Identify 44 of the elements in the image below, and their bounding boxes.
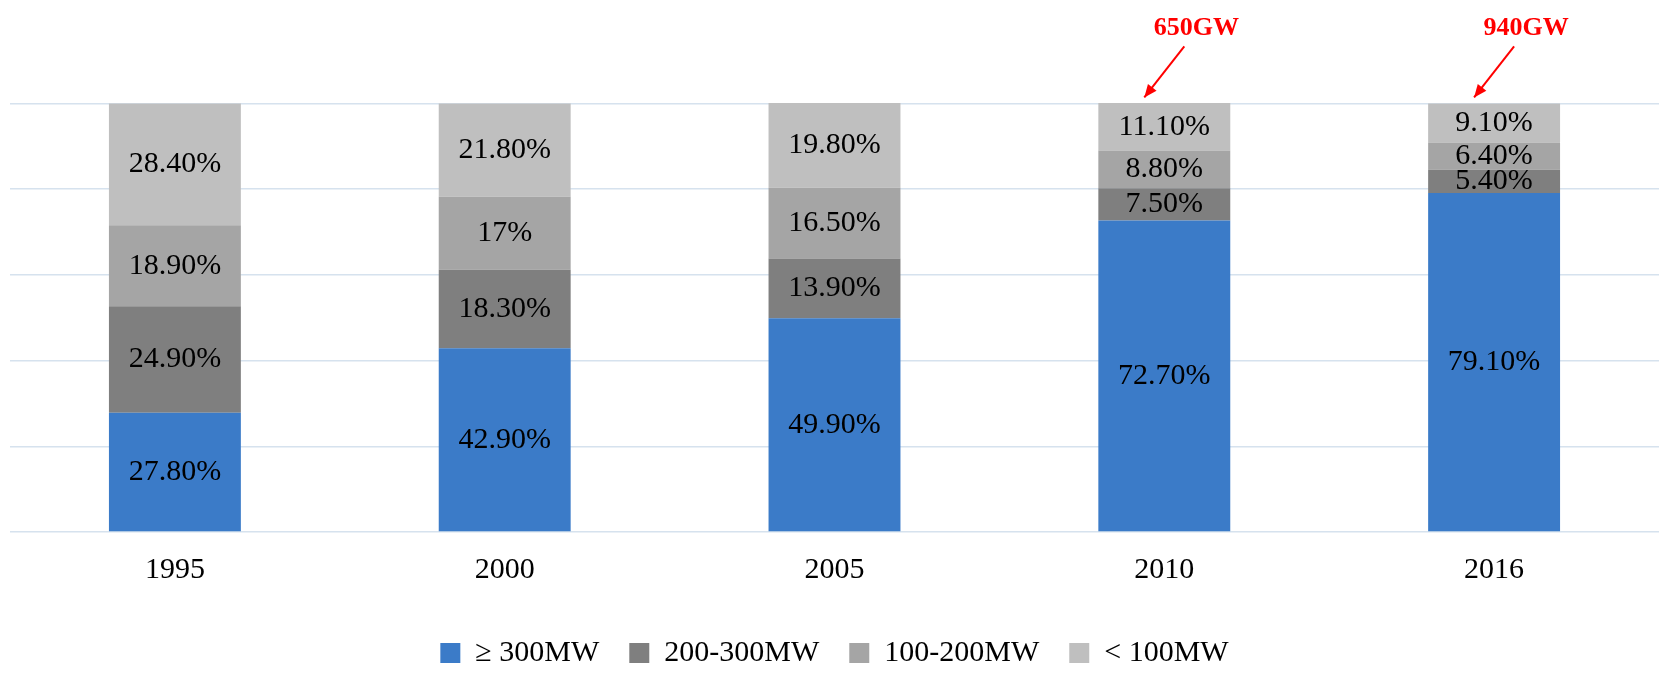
data-label: 8.80% [1125,150,1204,184]
data-label: 11.10% [1118,107,1210,141]
data-label: 27.80% [128,452,222,486]
bar [768,103,901,188]
data-label: 21.80% [458,131,551,165]
data-label: 6.40% [1455,137,1533,171]
bar [108,103,241,226]
data-label: 28.40% [128,145,222,179]
data-label: 49.90% [788,405,881,439]
data-label: 24.90% [128,340,222,374]
bar [768,187,901,259]
bar [108,225,241,307]
data-label: 16.50% [788,204,881,238]
x-tick-label: 1995 [144,550,205,584]
data-label: 13.90% [788,269,881,303]
bar [438,196,571,270]
bar [768,318,901,532]
bar [438,103,571,197]
data-label: 19.80% [788,126,881,160]
legend-label: 100-200MW [884,633,1040,667]
bar [108,306,241,413]
data-label: 9.10% [1455,103,1533,137]
bar [438,269,571,349]
annotation: 650GW [1153,12,1239,42]
x-tick-label: 2010 [1134,550,1195,584]
legend-label: 200-300MW [664,633,820,667]
bar [438,348,571,532]
data-label: 18.30% [458,289,551,323]
x-tick-label: 2016 [1464,550,1525,584]
data-label: 18.90% [128,246,222,280]
data-label: 7.50% [1125,185,1204,219]
data-label: 42.90% [458,420,551,454]
annotation: 940GW [1483,12,1569,42]
bar [1098,103,1231,151]
legend-label: < 100MW [1104,633,1230,667]
bar [1098,220,1231,532]
x-tick-label: 2000 [474,550,535,584]
bar [1428,193,1561,532]
x-tick-label: 2005 [804,550,865,584]
data-label: 17% [477,214,533,248]
data-label: 79.10% [1447,343,1541,376]
data-label: 72.70% [1118,356,1211,390]
legend-label: ≥ 300MW [475,633,600,667]
bar [108,412,241,532]
